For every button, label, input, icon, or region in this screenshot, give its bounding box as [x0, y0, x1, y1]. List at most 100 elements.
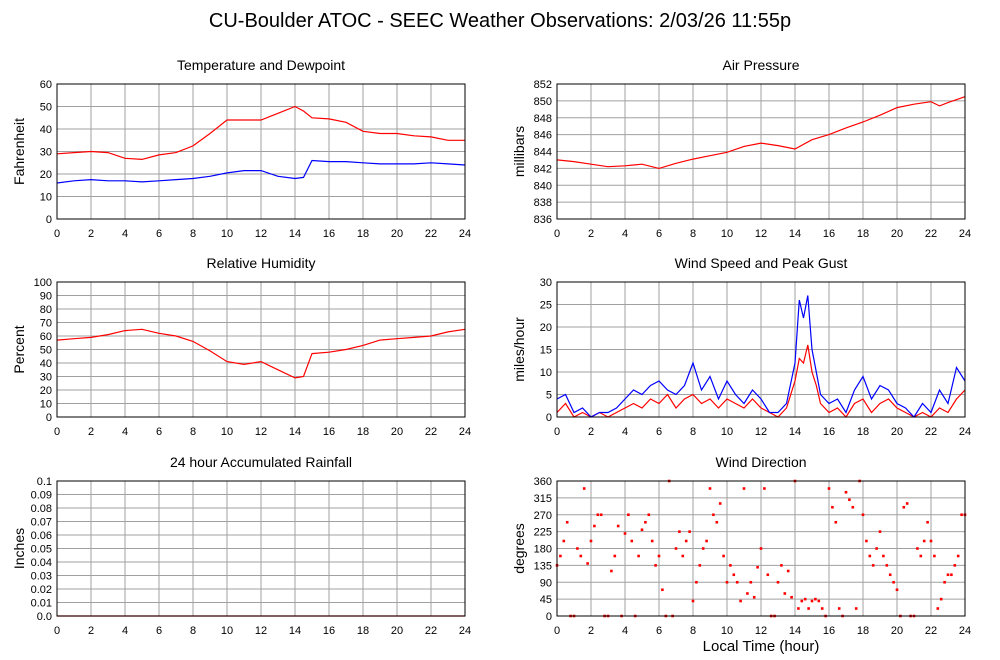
y-tick-label: 60	[40, 79, 52, 91]
x-tick-label: 2	[88, 228, 94, 240]
scatter-point	[647, 513, 651, 517]
y-tick-label: 40	[40, 124, 52, 136]
scatter-point	[950, 573, 953, 577]
scatter-point	[678, 530, 681, 533]
x-tick-label: 0	[54, 625, 60, 637]
scatter-point	[776, 580, 780, 584]
scatter-point	[868, 554, 872, 558]
scatter-point	[640, 528, 644, 532]
scatter-point	[586, 562, 589, 565]
scatter-point	[698, 564, 702, 567]
x-tick-label: 10	[221, 228, 233, 240]
scatter-point	[895, 588, 899, 592]
x-tick-label: 12	[255, 426, 267, 438]
x-tick-label: 22	[925, 625, 937, 637]
x-tick-label: 18	[357, 426, 369, 438]
y-tick-label: 50	[40, 102, 52, 114]
scatter-point	[827, 487, 831, 490]
scatter-point	[888, 573, 892, 577]
scatter-point	[691, 599, 695, 603]
scatter-point	[956, 554, 960, 558]
y-tick-label: 30	[40, 147, 52, 159]
x-tick-label: 8	[690, 426, 696, 438]
scatter-point	[596, 513, 600, 517]
x-tick-label: 2	[88, 625, 94, 637]
x-tick-label: 16	[823, 228, 835, 240]
x-tick-label: 6	[656, 426, 662, 438]
scatter-point	[933, 554, 936, 558]
y-tick-label: 0.06	[31, 530, 52, 542]
x-tick-label: 12	[255, 625, 267, 637]
y-tick-label: 850	[534, 96, 552, 108]
y-tick-label: 40	[40, 358, 52, 370]
x-tick-label: 14	[789, 228, 801, 240]
scatter-point	[749, 580, 753, 584]
y-tick-label: 5	[546, 390, 552, 402]
series-line	[56, 328, 466, 379]
scatter-point	[790, 595, 793, 599]
y-tick-label: 30	[540, 277, 552, 289]
scatter-point	[657, 554, 661, 558]
scatter-point	[756, 565, 759, 569]
y-tick-label: 90	[40, 291, 52, 303]
y-tick-label: 846	[534, 130, 552, 142]
scatter-point	[759, 547, 763, 550]
plot-frame	[56, 281, 466, 418]
y-tick-label: 80	[40, 304, 52, 316]
series-line	[556, 96, 966, 170]
x-tick-label: 18	[857, 625, 869, 637]
scatter-point	[871, 564, 875, 567]
scatter-point	[810, 599, 814, 603]
scatter-point	[848, 498, 851, 502]
chart-rain: 24 hour Accumulated Rainfall0.00.010.020…	[11, 454, 471, 637]
scatter-point	[715, 520, 719, 524]
x-tick-label: 4	[122, 426, 128, 438]
x-tick-label: 12	[255, 228, 267, 240]
series-line	[556, 295, 966, 418]
y-tick-label: 60	[40, 331, 52, 343]
scatter-point	[701, 547, 705, 550]
y-axis-label: miles/hour	[511, 317, 527, 382]
x-tick-label: 12	[755, 625, 767, 637]
x-tick-label: 22	[925, 228, 937, 240]
y-tick-label: 0.01	[31, 598, 52, 610]
chart-title: Wind Direction	[715, 454, 806, 470]
scatter-point	[885, 564, 889, 567]
scatter-point	[814, 597, 817, 601]
x-tick-label: 18	[857, 426, 869, 438]
x-tick-label: 22	[925, 426, 937, 438]
scatter-point	[674, 547, 678, 550]
x-tick-label: 2	[88, 426, 94, 438]
x-tick-label: 16	[323, 228, 335, 240]
plot-frame	[56, 83, 466, 220]
scatter-point	[919, 554, 923, 558]
scatter-point	[582, 487, 586, 490]
y-tick-label: 840	[534, 180, 552, 192]
scatter-point	[803, 597, 807, 601]
scatter-point	[684, 539, 688, 543]
y-tick-label: 836	[534, 214, 552, 226]
scatter-point	[739, 599, 742, 603]
x-tick-label: 20	[891, 625, 903, 637]
y-tick-label: 0.1	[37, 476, 52, 488]
x-tick-label: 10	[721, 228, 733, 240]
x-tick-label: 24	[459, 625, 471, 637]
x-tick-label: 8	[190, 625, 196, 637]
x-tick-label: 8	[190, 426, 196, 438]
y-tick-label: 70	[40, 318, 52, 330]
series-line	[56, 105, 465, 161]
x-tick-label: 8	[190, 228, 196, 240]
scatter-point	[708, 487, 712, 490]
scatter-point	[613, 554, 617, 558]
scatter-point	[831, 505, 834, 509]
y-tick-label: 10	[540, 367, 552, 379]
y-tick-label: 0.04	[31, 557, 52, 569]
y-tick-label: 838	[534, 197, 552, 209]
scatter-point	[939, 597, 943, 601]
y-axis-label: degrees	[511, 523, 527, 574]
scatter-point	[732, 573, 736, 577]
scatter-point	[902, 505, 906, 509]
plot-frame	[556, 83, 966, 220]
